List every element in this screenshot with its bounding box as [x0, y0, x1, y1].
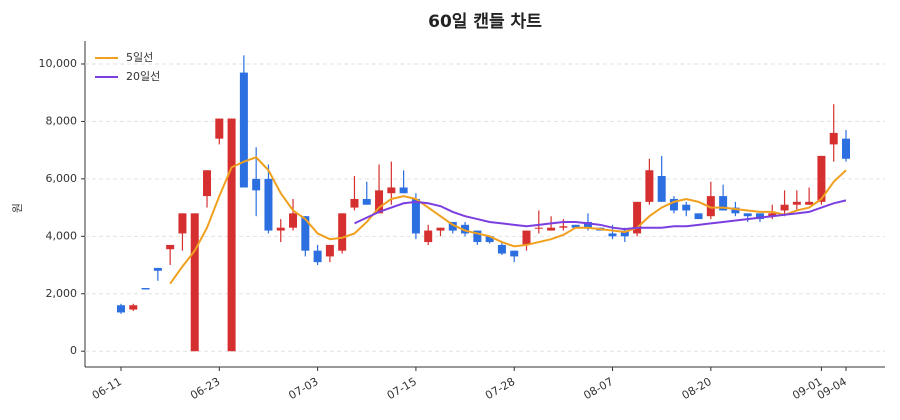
candle-body: [817, 155, 826, 202]
candle-body: [780, 204, 789, 211]
candle-body: [571, 224, 580, 228]
candle-body: [141, 288, 150, 290]
candle-body: [731, 207, 740, 214]
candle-body: [669, 198, 678, 211]
candle-body: [350, 198, 359, 208]
legend-label: 20일선: [126, 69, 160, 83]
candle-body: [522, 230, 531, 245]
x-tick-label: 06-11: [90, 375, 124, 402]
candle-body: [313, 250, 322, 263]
candle-body: [694, 213, 703, 220]
x-tick-label: 08-20: [680, 375, 714, 402]
candle-body: [362, 198, 371, 205]
candle-body: [129, 305, 138, 310]
candle-body: [117, 305, 125, 313]
candle-body: [583, 221, 592, 228]
candle-body: [375, 190, 384, 214]
candle-body: [620, 230, 629, 237]
x-tick-label: 07-28: [483, 375, 517, 402]
x-tick-label: 07-03: [286, 375, 320, 402]
candle-body: [768, 213, 777, 217]
candle-body: [399, 187, 408, 194]
candle-body: [805, 201, 814, 205]
candle-body: [289, 213, 298, 228]
candle-body: [706, 196, 715, 217]
candle-body: [633, 201, 642, 234]
x-tick-label: 08-07: [581, 375, 615, 402]
y-tick-label: 8,000: [46, 114, 78, 127]
y-tick-label: 6,000: [46, 172, 78, 185]
candle-body: [485, 236, 494, 243]
chart-title: 60일 캔들 차트: [428, 12, 542, 32]
candle-body: [743, 213, 752, 217]
candle-body: [424, 230, 433, 243]
candle-body: [436, 227, 445, 231]
candle-body: [215, 118, 224, 139]
candle-body: [166, 244, 175, 250]
candle-body: [239, 72, 248, 188]
candle-body: [448, 221, 457, 231]
ma-line: [354, 199, 847, 231]
y-tick-label: 4,000: [46, 229, 78, 242]
candle-body: [301, 216, 310, 251]
candle-body: [534, 227, 543, 229]
candle-body: [227, 118, 236, 352]
candle-body: [497, 244, 506, 254]
candle-body: [473, 230, 482, 243]
candle-body: [264, 178, 273, 231]
y-tick-label: 2,000: [46, 287, 78, 300]
candle-body: [252, 178, 261, 191]
candle-body: [203, 170, 212, 197]
candle-body: [829, 132, 838, 145]
ma-line: [169, 156, 847, 285]
candle-body: [190, 213, 199, 352]
legend-label: 5일선: [126, 50, 153, 64]
y-tick-label: 0: [70, 344, 77, 357]
y-axis-label: 원: [11, 203, 24, 213]
candle-body: [153, 267, 162, 271]
candle-body: [842, 138, 850, 159]
candle-body: [411, 198, 420, 234]
y-tick-label: 10,000: [39, 57, 78, 70]
candle-body: [559, 226, 568, 228]
candle-body: [178, 213, 187, 234]
candle-body: [325, 244, 334, 257]
candle-body: [657, 175, 666, 202]
candle-body: [547, 227, 556, 231]
candle-body: [719, 196, 728, 211]
x-tick-label: 07-15: [385, 375, 419, 402]
candle-body: [608, 233, 617, 237]
candle-body: [682, 204, 691, 211]
candle-body: [387, 187, 396, 194]
candle-body: [755, 213, 764, 220]
candle-body: [792, 201, 801, 205]
candle-body: [510, 250, 519, 257]
x-tick-label: 06-23: [188, 375, 222, 402]
candle-body: [461, 224, 470, 234]
candle-body: [338, 213, 347, 251]
legend: 5일선 20일선: [95, 50, 160, 83]
candle-body: [276, 227, 285, 231]
candle-body: [645, 170, 654, 202]
